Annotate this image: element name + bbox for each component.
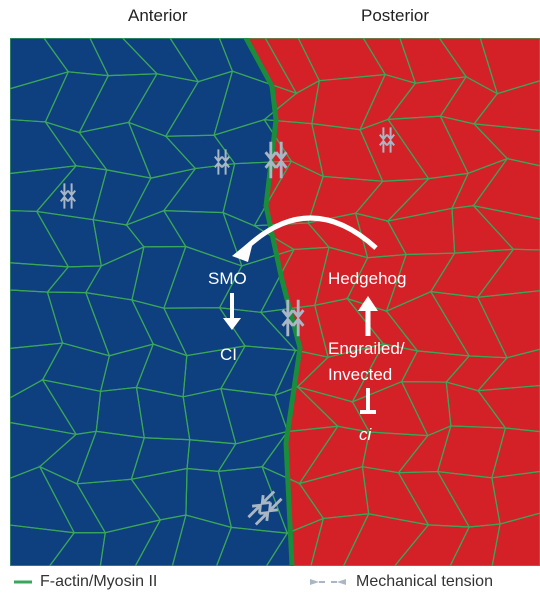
- engrailed-label: Engrailed/: [328, 339, 405, 358]
- legend-factin-label: F-actin/Myosin II: [40, 573, 158, 590]
- signalling-arrows: [223, 215, 378, 414]
- cell-outline: [471, 204, 540, 251]
- tension-arrow-pair: [60, 183, 76, 209]
- tension-arrow-pair: [264, 141, 288, 179]
- cell-outline: [274, 386, 300, 433]
- cell-outline: [476, 248, 540, 299]
- tension-arrow-pair: [281, 299, 305, 337]
- smo-label: SMO: [208, 269, 247, 288]
- cell-outline: [472, 123, 540, 167]
- ci-gene-label: ci: [359, 425, 372, 444]
- anterior-heading: Anterior: [128, 6, 188, 25]
- cell-outline: [479, 38, 540, 95]
- tension-arrow-pair: [379, 127, 395, 153]
- compartment-boundary: [243, 36, 303, 567]
- legend-tension: Mechanical tension: [308, 573, 493, 591]
- cell-outline: [215, 526, 289, 566]
- cell-outline: [491, 470, 540, 525]
- legend-tension-label: Mechanical tension: [356, 573, 493, 590]
- green-line-icon: [14, 580, 32, 584]
- cell-outline: [476, 348, 540, 392]
- cell-outline: [393, 524, 471, 566]
- cell-outline: [491, 512, 540, 566]
- cell-outline: [259, 246, 300, 314]
- hedgehog-to-smo-arrowhead: [232, 238, 254, 262]
- cell-outline: [99, 519, 162, 566]
- cell-outline: [134, 514, 187, 566]
- cell-outline: [491, 427, 540, 479]
- cell-outline: [342, 513, 430, 566]
- cell-outline: [476, 290, 540, 359]
- engrailed-to-hedgehog-arrowhead: [358, 296, 378, 311]
- tension-arrow-pair: [214, 149, 230, 175]
- smo-to-ci-arrowhead: [223, 318, 241, 330]
- tension-arrows: [60, 127, 395, 526]
- cell-outline: [472, 79, 540, 132]
- invected-label: Invected: [328, 365, 393, 384]
- hedgehog-to-smo-arrow: [244, 215, 378, 250]
- cell-outline: [476, 384, 540, 433]
- tension-arrows-icon: [310, 579, 346, 585]
- cell-outline: [449, 523, 501, 566]
- tension-arrow-pair: [247, 490, 283, 526]
- cell-outline: [171, 514, 233, 566]
- cell-outline: [48, 532, 106, 566]
- cell-outline: [310, 513, 370, 566]
- cell-outline: [265, 517, 300, 566]
- legend-factin: F-actin/Myosin II: [14, 573, 157, 591]
- cell-outline: [10, 524, 76, 566]
- tissue-diagram: [10, 36, 540, 567]
- posterior-heading: Posterior: [361, 6, 430, 25]
- hedgehog-label: Hedgehog: [328, 269, 407, 288]
- cell-outline: [472, 157, 540, 220]
- tissue-panel: SMO CI Hedgehog Engrailed/ Invected ci: [10, 36, 540, 567]
- ci-protein-label: CI: [220, 345, 237, 364]
- anterior-cells: [10, 38, 300, 566]
